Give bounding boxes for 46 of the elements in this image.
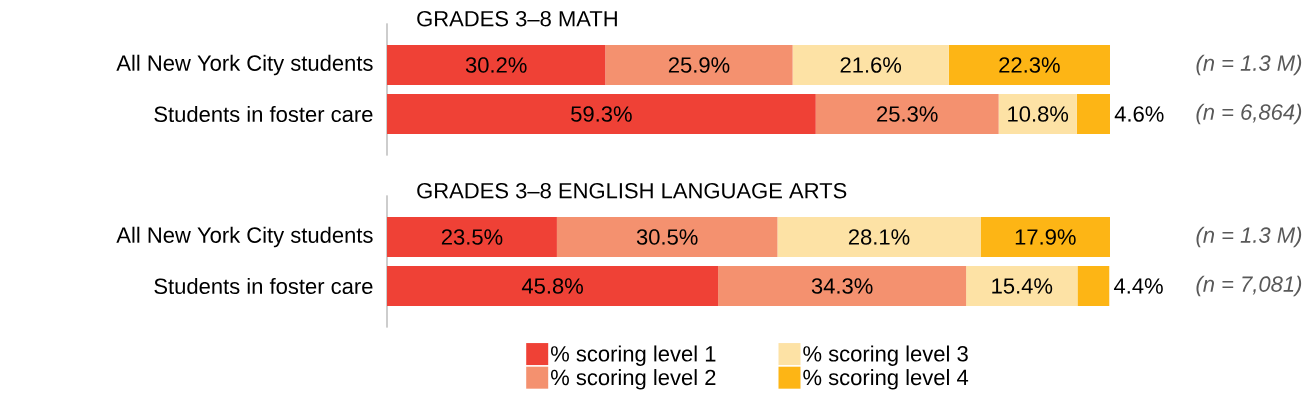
data-label: 45.8% [521,278,583,294]
bar [792,44,949,85]
legend-label: % scoring level 4 [803,369,969,390]
bar [605,44,793,85]
bar [387,93,816,134]
bar [718,265,967,306]
text: (n = 7,081) [1196,275,1302,297]
chart-title: GRADES 3–8 MATH [417,10,617,27]
data-label: 21.6% [840,57,902,73]
data-label: 30.2% [465,57,527,73]
data-label: 15.4% [992,278,1053,294]
data-label: 30.5% [636,229,698,245]
bar [777,216,981,257]
data-label: 4.4% [1113,278,1163,294]
bar [815,93,999,134]
legend-label: % scoring level 3 [803,345,968,366]
bar [948,44,1110,85]
chart-title: GRADES 3–8 ENGLISH LANGUAGE ARTS [417,182,847,199]
y-tick-label: Students in foster care [154,277,373,295]
bar [387,265,719,306]
text: (n = 1.3 M) [1196,54,1302,76]
data-label: 25.3% [877,106,938,122]
data-label: 28.1% [848,229,910,245]
text: (n = 6,864) [1196,103,1302,125]
bar [966,265,1078,306]
y-tick-label: All New York City students [116,226,373,248]
data-label: 22.3% [999,57,1060,73]
data-label: 17.9% [1015,229,1076,245]
data-label: 34.3% [811,278,873,294]
data-label: 4.6% [1114,106,1164,122]
text: (n = 1.3 M) [1196,226,1302,248]
bar [387,216,557,257]
y-tick-label: All New York City students [116,54,373,76]
bar [1076,93,1110,134]
legend-label: % scoring level 2 [550,369,716,390]
bar [1077,265,1110,306]
data-label: 59.3% [571,106,632,122]
legend-label: % scoring level 1 [550,345,716,366]
y-tick-label: Students in foster care [154,105,373,123]
data-label: 23.5% [441,229,503,245]
bar [556,216,778,257]
bar [980,216,1110,257]
data-label: 25.9% [668,57,730,73]
bar [387,44,606,85]
data-label: 10.8% [1008,106,1069,122]
bar [998,93,1077,134]
